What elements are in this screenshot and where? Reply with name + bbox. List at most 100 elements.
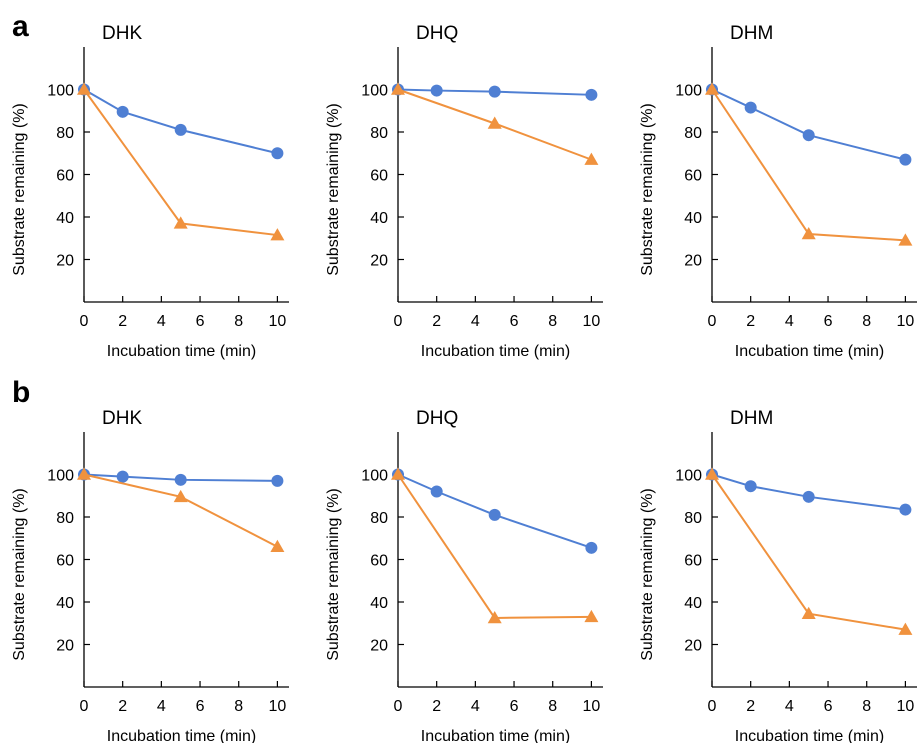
series-1-point <box>174 123 187 136</box>
x-tick-label: 4 <box>471 698 480 715</box>
x-tick-label: 10 <box>582 313 600 330</box>
series-1-point <box>899 153 912 166</box>
series-2-point <box>584 609 599 623</box>
x-tick-label: 8 <box>234 313 243 330</box>
x-tick-label: 10 <box>268 698 286 715</box>
series-2-point <box>270 539 285 552</box>
series-1-point <box>271 474 284 487</box>
series-2-line <box>397 473 592 619</box>
x-tick-label: 2 <box>432 313 441 330</box>
series-2-line <box>711 88 906 242</box>
chart-panel-a-dhq: 20 40 60 80 100 0 2 4 6 8 10 DHQ Incubation time (mi… <box>325 23 603 360</box>
series-1-point <box>116 105 129 118</box>
x-axis-label: Incubation time (min) <box>107 728 256 743</box>
series-1-point <box>744 480 757 493</box>
x-tick-label: 2 <box>118 313 127 330</box>
series-2-line <box>83 88 278 237</box>
series-2-point <box>705 82 719 95</box>
y-tick-label: 80 <box>684 125 702 142</box>
series-2-point <box>270 228 285 241</box>
y-tick-label: 60 <box>684 553 702 570</box>
series-1-point <box>899 503 912 516</box>
y-axis-label: Substrate remaining (%) <box>11 488 28 661</box>
chart-title: DHK <box>102 23 142 44</box>
x-axis-label: Incubation time (min) <box>107 343 256 360</box>
series-2-point <box>173 489 188 503</box>
series-1-line <box>711 473 906 511</box>
x-tick-label: 10 <box>896 313 914 330</box>
y-tick-label: 60 <box>56 168 74 185</box>
series-2-point <box>77 82 91 95</box>
y-tick-label: 20 <box>56 638 74 655</box>
x-tick-label: 8 <box>862 313 871 330</box>
y-tick-label: 100 <box>47 83 74 100</box>
x-tick-label: 0 <box>394 698 403 715</box>
y-tick-label: 80 <box>370 125 388 142</box>
x-tick-label: 4 <box>157 313 166 330</box>
y-tick-label: 100 <box>675 468 702 485</box>
series-1-point <box>744 101 757 114</box>
x-tick-label: 8 <box>548 698 557 715</box>
x-tick-label: 0 <box>80 313 89 330</box>
y-tick-label: 20 <box>684 638 702 655</box>
y-tick-label: 60 <box>56 553 74 570</box>
y-tick-label: 60 <box>370 553 388 570</box>
y-tick-label: 100 <box>47 468 74 485</box>
series-1-line <box>83 88 278 155</box>
panel-label-a: a <box>12 10 29 43</box>
x-tick-label: 10 <box>896 698 914 715</box>
y-tick-label: 100 <box>361 468 388 485</box>
series-2-point <box>391 467 405 480</box>
y-tick-label: 20 <box>370 638 388 655</box>
chart-title: DHQ <box>416 23 458 44</box>
series-2-point <box>173 216 188 229</box>
chart-panel-b-dhk: 20 40 60 80 100 0 2 4 6 8 10 DHK Incubation time (mi… <box>11 408 289 743</box>
y-tick-label: 100 <box>361 83 388 100</box>
y-tick-label: 80 <box>56 125 74 142</box>
y-tick-label: 60 <box>370 168 388 185</box>
y-tick-label: 80 <box>370 510 388 527</box>
series-1-point <box>430 485 443 498</box>
series-2-point <box>77 467 91 480</box>
y-tick-label: 40 <box>56 210 74 227</box>
y-tick-label: 40 <box>684 595 702 612</box>
y-tick-label: 40 <box>684 210 702 227</box>
series-1-point <box>802 129 815 142</box>
series-1-line <box>83 473 278 482</box>
x-tick-label: 4 <box>785 313 794 330</box>
x-tick-label: 4 <box>471 313 480 330</box>
chart-panel-b-dhm: 20 40 60 80 100 0 2 4 6 8 10 DHM Incubation time (mi… <box>639 408 917 743</box>
x-tick-label: 0 <box>708 313 717 330</box>
chart-title: DHK <box>102 408 142 429</box>
series-2-point <box>898 233 913 246</box>
series-2-point <box>487 116 502 129</box>
series-2-point <box>801 227 816 240</box>
y-axis-label: Substrate remaining (%) <box>325 488 342 661</box>
series-1-point <box>585 88 598 101</box>
x-tick-label: 6 <box>196 313 205 330</box>
y-tick-label: 20 <box>370 253 388 270</box>
y-tick-label: 20 <box>56 253 74 270</box>
x-tick-label: 6 <box>824 698 833 715</box>
series-1-line <box>397 88 592 96</box>
series-2-point <box>584 152 599 165</box>
series-1-point <box>585 541 598 554</box>
x-tick-label: 2 <box>746 313 755 330</box>
x-tick-label: 2 <box>118 698 127 715</box>
series-1-point <box>802 490 815 503</box>
x-tick-label: 8 <box>862 698 871 715</box>
y-tick-label: 40 <box>370 595 388 612</box>
series-2-point <box>898 622 913 635</box>
x-tick-label: 6 <box>824 313 833 330</box>
series-1-point <box>430 84 443 97</box>
x-tick-label: 6 <box>196 698 205 715</box>
x-tick-label: 0 <box>394 313 403 330</box>
x-axis-label: Incubation time (min) <box>735 728 884 743</box>
chart-panel-a-dhm: 20 40 60 80 100 0 2 4 6 8 10 DHM Incubation time (mi… <box>639 23 917 360</box>
y-axis-label: Substrate remaining (%) <box>639 488 656 661</box>
x-axis-label: Incubation time (min) <box>421 728 570 743</box>
y-tick-label: 60 <box>684 168 702 185</box>
x-tick-label: 6 <box>510 313 519 330</box>
